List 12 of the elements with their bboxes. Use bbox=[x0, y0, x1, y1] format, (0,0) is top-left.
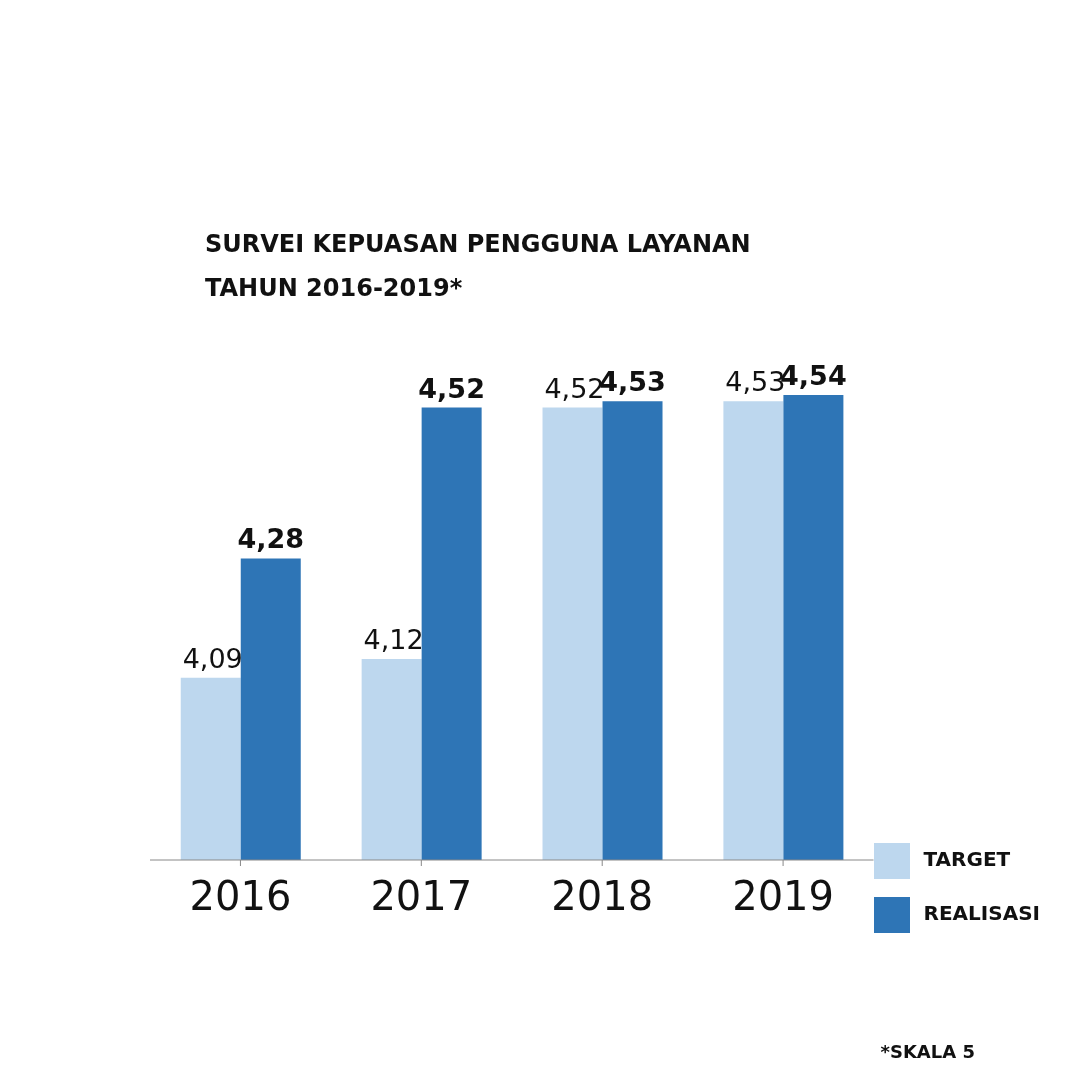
x-tick-label: 2016 bbox=[189, 873, 292, 920]
data-label: 4,12 bbox=[363, 623, 424, 655]
data-label: 4,28 bbox=[237, 523, 305, 555]
data-label: 4,52 bbox=[418, 372, 485, 404]
x-tick-label: 2017 bbox=[370, 873, 473, 920]
text: *SKALA 5 bbox=[880, 1041, 975, 1062]
x-tick-label: 2019 bbox=[732, 873, 834, 920]
legend-label: TARGET bbox=[923, 847, 1011, 871]
chart-title: SURVEI KEPUASAN PENGGUNA LAYANAN TAHUN 2016-2019* bbox=[205, 229, 751, 304]
x-tick-label: 2018 bbox=[551, 873, 654, 920]
data-label: 4,09 bbox=[182, 642, 243, 674]
legend-label: REALISASI bbox=[923, 901, 1040, 925]
